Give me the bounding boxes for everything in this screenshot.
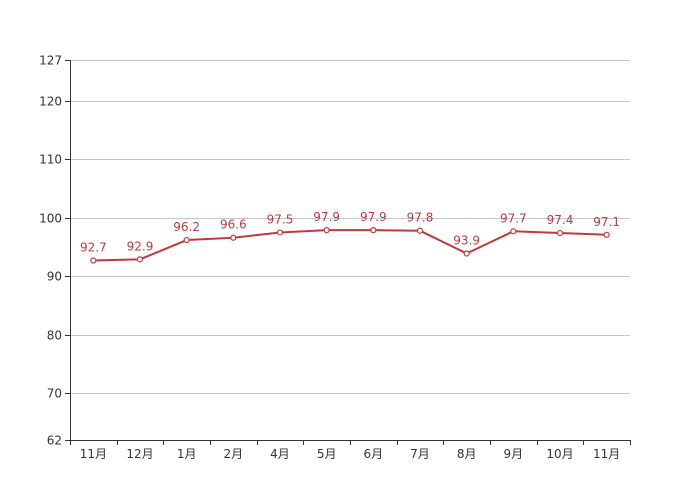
- data-point: [603, 231, 610, 238]
- y-tick-label: 90: [47, 270, 62, 284]
- x-tick-label: 5月: [317, 447, 337, 461]
- data-point: [416, 227, 424, 234]
- data-point: [136, 256, 144, 263]
- data-label: 97.1: [593, 215, 620, 229]
- x-tick-label: 9月: [504, 447, 524, 461]
- data-point: [370, 227, 377, 234]
- gridlines: [70, 60, 630, 394]
- y-tick-label: 80: [47, 329, 62, 343]
- x-tick-label: 11月: [80, 447, 107, 461]
- x-tick-label: 4月: [270, 447, 290, 461]
- data-label: 97.5: [267, 212, 294, 226]
- x-tick-label: 7月: [410, 447, 430, 461]
- data-point: [230, 234, 237, 241]
- x-tick-label: 6月: [364, 447, 384, 461]
- data-point: [556, 229, 564, 237]
- y-tick-label: 70: [47, 387, 62, 401]
- data-point: [276, 229, 284, 236]
- data-label: 96.2: [173, 220, 200, 234]
- data-point: [90, 257, 97, 264]
- data-label: 97.9: [360, 210, 387, 224]
- y-tick-label: 62: [47, 434, 62, 448]
- data-label: 92.7: [80, 241, 107, 255]
- x-tick-label: 2月: [224, 447, 244, 461]
- data-point: [463, 250, 470, 257]
- data-label: 97.8: [407, 211, 434, 225]
- data-point: [183, 236, 190, 244]
- axes: 62 70 80 90 100 110 120 127 11月 12月 1月 2月 4月 5月 6月 7月 8月…: [39, 54, 631, 461]
- data-labels: 92.7 92.9 96.2 96.6 97.5 97.9 97.9 97.8 93.9 97.7…: [80, 210, 620, 254]
- x-tick-label: 11月: [593, 447, 620, 461]
- data-label: 97.4: [547, 213, 574, 227]
- data-point: [323, 227, 330, 234]
- data-label: 97.7: [500, 211, 527, 225]
- data-label: 93.9: [453, 234, 480, 248]
- y-tick-label: 100: [39, 212, 62, 226]
- x-tick-label: 10月: [546, 447, 573, 461]
- data-label: 96.6: [220, 218, 247, 232]
- x-tick-label: 1月: [177, 447, 197, 461]
- series-line: [93, 229, 607, 262]
- x-tick-label: 8月: [457, 447, 477, 461]
- data-point: [510, 228, 517, 235]
- y-tick-label: 110: [39, 153, 62, 167]
- series-layer: [90, 227, 610, 264]
- data-label: 92.9: [127, 239, 154, 253]
- y-tick-label: 127: [39, 54, 62, 68]
- data-label: 97.9: [313, 210, 340, 224]
- x-tick-label: 12月: [126, 447, 153, 461]
- y-tick-label: 120: [39, 95, 62, 109]
